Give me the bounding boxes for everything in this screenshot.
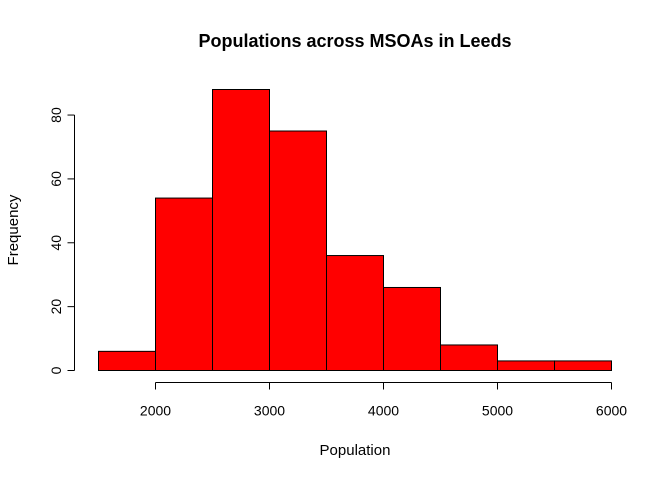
x-tick-label: 3000 (254, 403, 285, 419)
y-tick-label: 60 (48, 171, 64, 187)
x-tick-label: 2000 (140, 403, 171, 419)
histogram-bar (554, 360, 612, 371)
x-tick-label: 4000 (368, 403, 399, 419)
histogram-bar (269, 130, 327, 371)
histogram-bar (212, 89, 270, 371)
histogram-bar (497, 360, 555, 371)
histogram-bar (383, 286, 441, 371)
bars-group (98, 89, 612, 372)
y-tick-label: 80 (48, 107, 64, 123)
y-tick-label: 20 (48, 299, 64, 315)
y-axis: 0 20 40 60 80 (48, 107, 75, 374)
y-tick-label: 40 (48, 235, 64, 251)
x-axis: 2000 3000 4000 5000 6000 (140, 382, 627, 419)
histogram-bar (326, 255, 384, 371)
x-tick-label: 5000 (482, 403, 513, 419)
histogram-bar (98, 350, 156, 372)
x-axis-label: Population (320, 442, 391, 459)
chart-title: Populations across MSOAs in Leeds (198, 31, 511, 51)
histogram-bar (440, 344, 498, 372)
x-tick-label: 6000 (596, 403, 627, 419)
y-axis-label: Frequency (5, 194, 22, 265)
y-tick-label: 0 (48, 366, 64, 374)
histogram-bar (155, 197, 213, 371)
